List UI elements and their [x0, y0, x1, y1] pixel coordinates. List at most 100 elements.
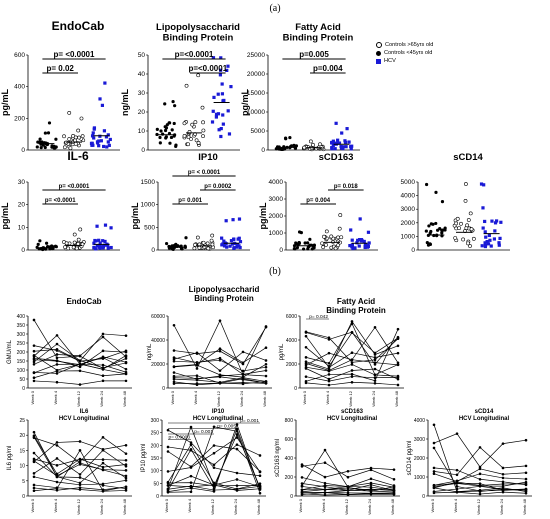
- data-point: [350, 380, 354, 384]
- data-point: [478, 472, 482, 476]
- data-point: [373, 381, 377, 385]
- y-tick-label: 10000: [247, 109, 265, 116]
- data-point: [501, 482, 505, 486]
- data-point: [330, 147, 334, 151]
- data-point: [350, 330, 354, 334]
- y-tick-label: 40000: [151, 338, 165, 344]
- p-value-label: p= 0.005: [217, 424, 236, 430]
- data-point: [323, 493, 327, 497]
- data-point: [212, 451, 216, 455]
- data-point: [169, 135, 174, 140]
- data-point: [196, 73, 201, 78]
- data-point: [194, 138, 199, 143]
- data-point: [392, 485, 396, 489]
- x-tick-label: Week 48: [122, 498, 127, 514]
- data-point: [124, 379, 128, 383]
- data-point: [71, 245, 76, 250]
- data-point: [124, 349, 128, 353]
- data-point: [43, 145, 47, 150]
- data-point: [218, 373, 222, 377]
- data-point: [327, 338, 331, 341]
- data-point: [201, 128, 206, 133]
- data-point: [166, 489, 170, 492]
- x-tick-label: Week 0: [170, 390, 175, 404]
- data-point: [309, 243, 314, 247]
- data-point: [124, 463, 128, 466]
- data-point: [221, 99, 225, 103]
- data-point: [124, 360, 128, 364]
- chart-title: HCV Longitudinal: [193, 416, 244, 422]
- data-point: [106, 246, 110, 250]
- data-point: [363, 242, 368, 247]
- data-point: [201, 120, 205, 125]
- data-point: [493, 221, 498, 225]
- data-point: [195, 361, 199, 364]
- data-point: [455, 487, 459, 491]
- data-point: [101, 355, 105, 359]
- data-point: [38, 137, 42, 141]
- data-point: [238, 245, 242, 250]
- data-point: [166, 470, 170, 473]
- y-tick-label: 30: [18, 179, 26, 186]
- data-point: [78, 483, 82, 487]
- data-point: [124, 443, 128, 447]
- data-point: [32, 459, 36, 463]
- data-point: [350, 320, 354, 323]
- data-point: [209, 238, 214, 243]
- data-point: [235, 423, 239, 426]
- data-point: [440, 231, 444, 235]
- y-tick-label: 5: [22, 479, 25, 485]
- data-point: [66, 246, 71, 251]
- data-point: [124, 334, 128, 337]
- data-point: [172, 121, 176, 126]
- data-point: [392, 491, 396, 495]
- data-point: [468, 244, 472, 248]
- data-point: [197, 245, 202, 250]
- data-point: [98, 246, 102, 250]
- chart-title: HCV Longitudinal: [459, 416, 510, 422]
- x-tick-label: Week 24: [99, 390, 104, 406]
- y-tick-label: 150: [17, 359, 26, 365]
- data-point: [37, 140, 42, 144]
- data-point: [172, 356, 176, 359]
- data-point: [220, 82, 224, 86]
- chart-title: IP10: [212, 409, 225, 415]
- data-point: [54, 245, 58, 249]
- data-point: [189, 137, 193, 141]
- subject-line: [167, 444, 261, 466]
- data-point: [338, 213, 343, 217]
- data-point: [524, 489, 528, 493]
- data-point: [189, 486, 193, 490]
- y-tick-label: 400: [285, 456, 294, 462]
- data-point: [105, 145, 109, 149]
- data-point: [103, 223, 108, 227]
- data-point: [478, 482, 482, 485]
- chart-title: Binding Protein: [194, 294, 254, 303]
- data-point: [32, 489, 36, 493]
- x-tick-label: Week 0: [30, 498, 35, 512]
- y-axis-label: sCD163 ng/ml: [275, 439, 281, 477]
- data-point: [106, 243, 110, 247]
- data-point: [158, 141, 162, 145]
- data-point: [373, 379, 377, 382]
- data-point: [264, 325, 268, 329]
- data-point: [478, 492, 482, 496]
- data-point: [95, 224, 99, 228]
- data-point: [304, 363, 308, 367]
- data-point: [501, 480, 505, 484]
- legend-item-young-controls: Controls <45yrs old: [376, 49, 433, 57]
- data-point: [102, 144, 106, 149]
- y-tick-label: 2000: [414, 456, 425, 462]
- data-point: [170, 128, 174, 132]
- data-point: [327, 351, 331, 355]
- x-tick-label: Week 0: [430, 498, 435, 512]
- chart-title: HCV Longitudinal: [327, 416, 378, 422]
- x-tick-label: Week 0: [30, 390, 35, 404]
- y-tick-label: 0: [21, 147, 25, 154]
- data-point: [218, 369, 222, 372]
- data-point: [373, 358, 377, 362]
- p-value-label: p= 0.001: [178, 198, 203, 204]
- data-point: [327, 377, 331, 381]
- data-point: [212, 490, 216, 493]
- data-point: [97, 238, 101, 242]
